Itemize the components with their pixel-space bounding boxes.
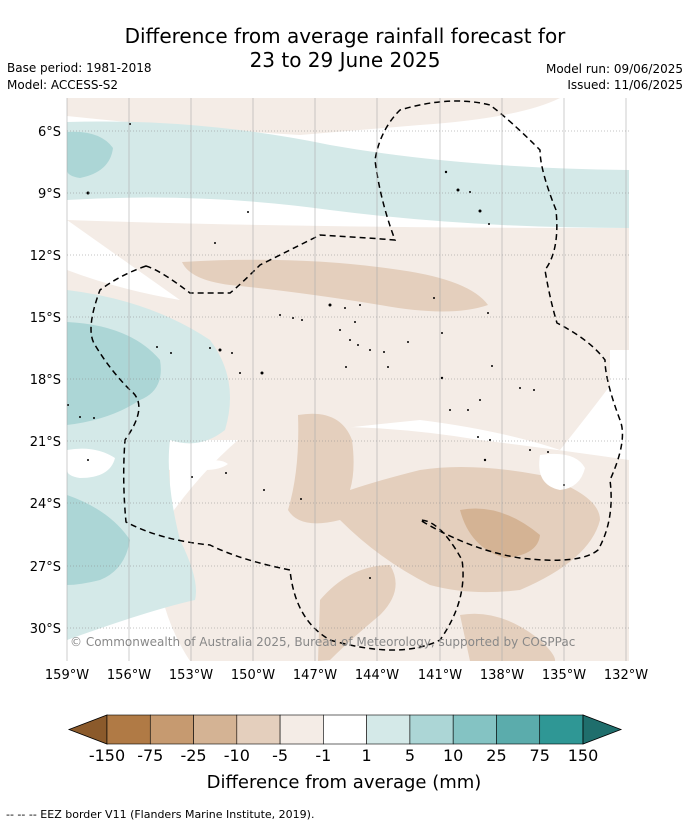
map-title-line2: 23 to 29 June 2025 [249, 48, 441, 72]
lon-label: 135°W [542, 668, 586, 683]
colorbar-swatch [279, 714, 324, 745]
colorbar-tick-label: -5 [272, 746, 288, 765]
lat-label: 6°S [38, 125, 61, 140]
map-plot-area [67, 98, 629, 661]
lat-label: 27°S [30, 560, 61, 575]
eez-border [90, 100, 624, 651]
dry-core-southern-edge [318, 565, 396, 661]
colorbar-swatch [193, 714, 238, 745]
colorbar-arrow-high [582, 714, 623, 745]
colorbar-swatch [409, 714, 454, 745]
colorbar-tick-label: 150 [568, 746, 599, 765]
lat-label: 12°S [30, 249, 61, 264]
neutral-patch-far-east [610, 350, 629, 440]
lon-label: 150°W [231, 668, 275, 683]
neutral-patch-east [539, 453, 585, 490]
colorbar-swatch [149, 714, 194, 745]
neutral-patch-small [205, 460, 228, 470]
colorbar-swatch [323, 714, 367, 745]
lat-label: 18°S [30, 373, 61, 388]
latitude-gridlines [67, 130, 629, 629]
map-title-line1: Difference from average rainfall forecas… [124, 24, 566, 48]
longitude-gridlines [66, 98, 627, 661]
colorbar-tick-label: -150 [89, 746, 125, 765]
wet-core-northwest [67, 131, 113, 178]
lat-label: 24°S [30, 497, 61, 512]
lon-label: 159°W [45, 668, 89, 683]
colorbar-swatch [236, 714, 281, 745]
colorbar-swatch [452, 714, 497, 745]
dry-core-southeast [460, 613, 556, 661]
copyright-notice: © Commonwealth of Australia 2025, Bureau… [70, 635, 575, 649]
colorbar-tick-label: 5 [405, 746, 415, 765]
lat-label: 21°S [30, 435, 61, 450]
base-period: Base period: 1981-2018 [7, 61, 152, 75]
colorbar-swatch [366, 714, 411, 745]
colorbar-swatch [539, 714, 584, 745]
colorbar-tick-label: -1 [315, 746, 331, 765]
lat-label: 9°S [38, 187, 61, 202]
dry-core-central [182, 259, 488, 312]
colorbar-arrow-low [67, 714, 108, 745]
colorbar: -150 -75 -25 -10 -5 -1 1 5 10 25 75 150 [67, 714, 623, 765]
colorbar-tick-label: 1 [362, 746, 372, 765]
colorbar-tick-label: -25 [180, 746, 206, 765]
islands [67, 123, 565, 579]
colorbar-swatch [496, 714, 541, 745]
wet-core-west [67, 322, 161, 425]
wet-core-southwest [67, 495, 130, 585]
lon-label: 141°W [418, 668, 462, 683]
colorbar-title: Difference from average (mm) [207, 772, 482, 793]
colorbar-swatch [106, 714, 151, 745]
colorbar-tick-label: 10 [443, 746, 463, 765]
lon-label: 156°W [107, 668, 151, 683]
colorbar-tick-label: 25 [486, 746, 506, 765]
model-run-date: Model run: 09/06/2025 [545, 62, 683, 76]
eez-legend: -- -- -- EEZ border V11 (Flanders Marine… [6, 808, 315, 821]
lon-label: 147°W [293, 668, 337, 683]
lat-label: 30°S [30, 622, 61, 637]
colorbar-tick-label: -75 [137, 746, 163, 765]
issued-date: Issued: 11/06/2025 [567, 78, 683, 92]
colorbar-tick-label: 75 [530, 746, 550, 765]
wet-band-north [67, 121, 629, 228]
lon-label: 132°W [604, 668, 648, 683]
lon-label: 138°W [480, 668, 524, 683]
neutral-patch-west [67, 448, 115, 478]
dry-max-south [460, 508, 540, 558]
lat-label: 15°S [30, 311, 61, 326]
lon-label: 153°W [169, 668, 213, 683]
colorbar-tick-label: -10 [224, 746, 250, 765]
model-name: Model: ACCESS-S2 [7, 78, 119, 92]
lon-label: 144°W [355, 668, 399, 683]
